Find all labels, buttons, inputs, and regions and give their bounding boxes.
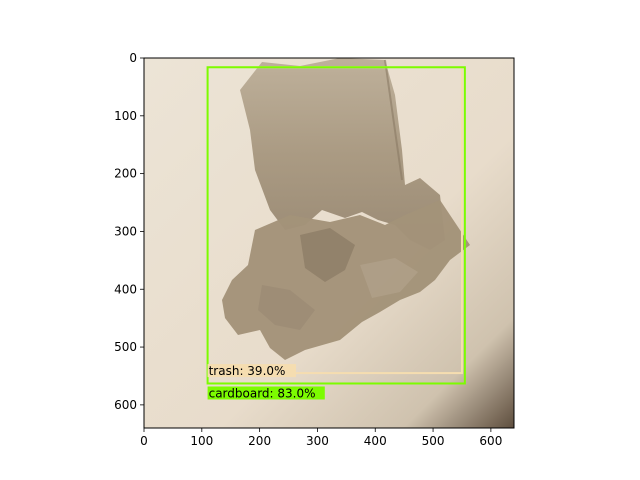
paper-bag-upper [240,58,445,250]
x-tick-label: 100 [190,434,213,448]
paper-bag-crease [258,285,315,330]
cardboard-bounding-box [206,66,466,385]
y-tick-label: 0 [129,51,137,65]
x-tick-label: 600 [479,434,502,448]
x-axis: 0 100 200 300 400 500 600 [140,428,502,448]
y-tick-label: 300 [114,224,137,238]
detections: trash: 39.0% cardboard: 83.0% [206,66,466,400]
cardboard-label: cardboard: 83.0% [209,386,316,400]
y-tick-label: 400 [114,282,137,296]
y-tick-label: 100 [114,109,137,123]
x-tick-label: 400 [364,434,387,448]
cardboard-label-background [207,386,325,400]
y-tick-label: 200 [114,167,137,181]
x-tick-label: 200 [248,434,271,448]
photo [144,58,514,428]
trash-label-background [207,364,296,378]
x-tick-label: 0 [140,434,148,448]
paper-bag-edge [384,59,403,181]
paper-bag-fold [300,228,355,282]
axes-frame [143,57,515,429]
x-tick-label: 500 [422,434,445,448]
y-axis: 0 100 200 300 400 500 600 [114,51,144,412]
y-tick-label: 600 [114,398,137,412]
x-tick-label: 300 [306,434,329,448]
trash-label: trash: 39.0% [209,364,286,378]
y-tick-label: 500 [114,340,137,354]
paper-bag-crease-2 [360,258,418,298]
